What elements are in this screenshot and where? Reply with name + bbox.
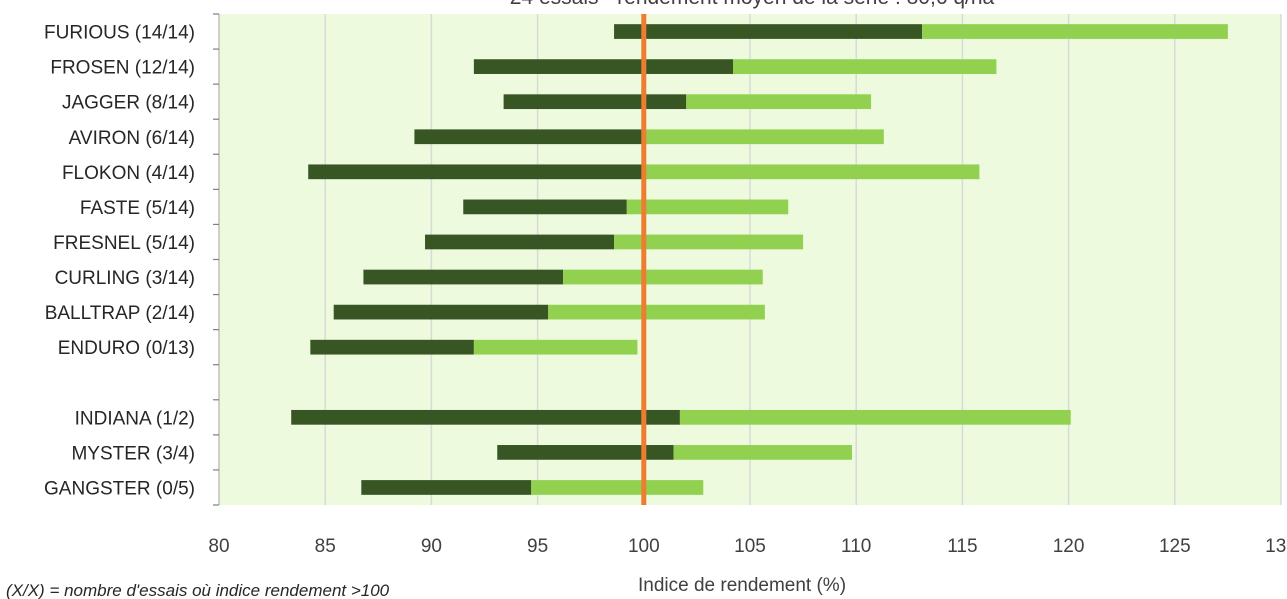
x-tick-label: 90 [421, 536, 442, 557]
category-label: CURLING (3/14) [55, 268, 195, 289]
x-tick-label: 110 [841, 536, 871, 557]
category-label: MYSTER (3/4) [71, 443, 195, 464]
bar-segment-min-mean [614, 24, 923, 39]
category-label: FURIOUS (14/14) [44, 23, 195, 44]
bar-segment-min-mean [503, 94, 687, 110]
bar-segment-min-mean [414, 129, 644, 145]
category-label: FLOKON (4/14) [62, 163, 195, 184]
x-tick-label: 130 [1265, 536, 1287, 557]
chart-title: 24 essais - rendement moyen de la série … [510, 0, 995, 9]
category-label: AVIRON (6/14) [69, 128, 195, 149]
bar-segment-min-mean [473, 59, 734, 74]
x-axis-tick-labels: 80 85 90 95 100 105 110 115 120 125 130 [208, 536, 1287, 557]
bar-segment-min-mean [310, 339, 474, 355]
footnote: (X/X) = nombre d'essais où indice rendem… [6, 581, 390, 599]
x-tick-label: 85 [315, 536, 336, 557]
bar-segment-min-mean [463, 199, 627, 215]
category-label: INDIANA (1/2) [75, 408, 195, 429]
plot-area [213, 13, 1282, 506]
bar-segment-mean-max [643, 129, 884, 145]
bar-segment-min-mean [291, 409, 680, 425]
bar-segment-mean-max [922, 24, 1228, 39]
category-label: BALLTRAP (2/14) [45, 303, 195, 324]
x-tick-label: 105 [734, 536, 766, 557]
bar-segment-mean-max [563, 269, 763, 285]
x-axis-title: Indice de rendement (%) [638, 575, 846, 596]
x-tick-label: 115 [947, 536, 977, 557]
bar-segment-mean-max [548, 304, 765, 320]
bar-segment-mean-max [626, 199, 789, 215]
category-label: FRESNEL (5/14) [53, 233, 195, 254]
x-tick-label: 95 [527, 536, 548, 557]
bar-segment-min-mean [333, 304, 549, 320]
category-labels: FURIOUS (14/14) FROSEN (12/14) JAGGER (8/1… [44, 23, 195, 500]
bar-segment-min-mean [497, 445, 674, 460]
category-label: ENDURO (0/13) [58, 338, 195, 359]
x-tick-label: 80 [208, 536, 229, 557]
bar-segment-mean-max [733, 59, 997, 74]
category-label: GANGSTER (0/5) [44, 478, 195, 499]
bar-segment-mean-max [686, 94, 872, 110]
bar-segment-min-mean [308, 164, 644, 180]
bar-segment-mean-max [473, 339, 638, 355]
bar-segment-mean-max [614, 234, 804, 250]
bar-segment-mean-max [679, 409, 1071, 425]
x-tick-label: 120 [1053, 536, 1085, 557]
bar-segment-min-mean [425, 234, 615, 250]
category-label: JAGGER (8/14) [62, 93, 195, 114]
x-tick-label: 100 [628, 536, 660, 557]
x-tick-label: 125 [1159, 536, 1191, 557]
bar-segment-min-mean [361, 480, 532, 495]
bar-segment-mean-max [673, 445, 852, 460]
bar-segment-mean-max [643, 164, 980, 180]
bar-segment-min-mean [363, 269, 564, 285]
category-label: FROSEN (12/14) [50, 58, 195, 79]
bar-segment-mean-max [531, 480, 704, 495]
category-label: FASTE (5/14) [80, 198, 195, 219]
